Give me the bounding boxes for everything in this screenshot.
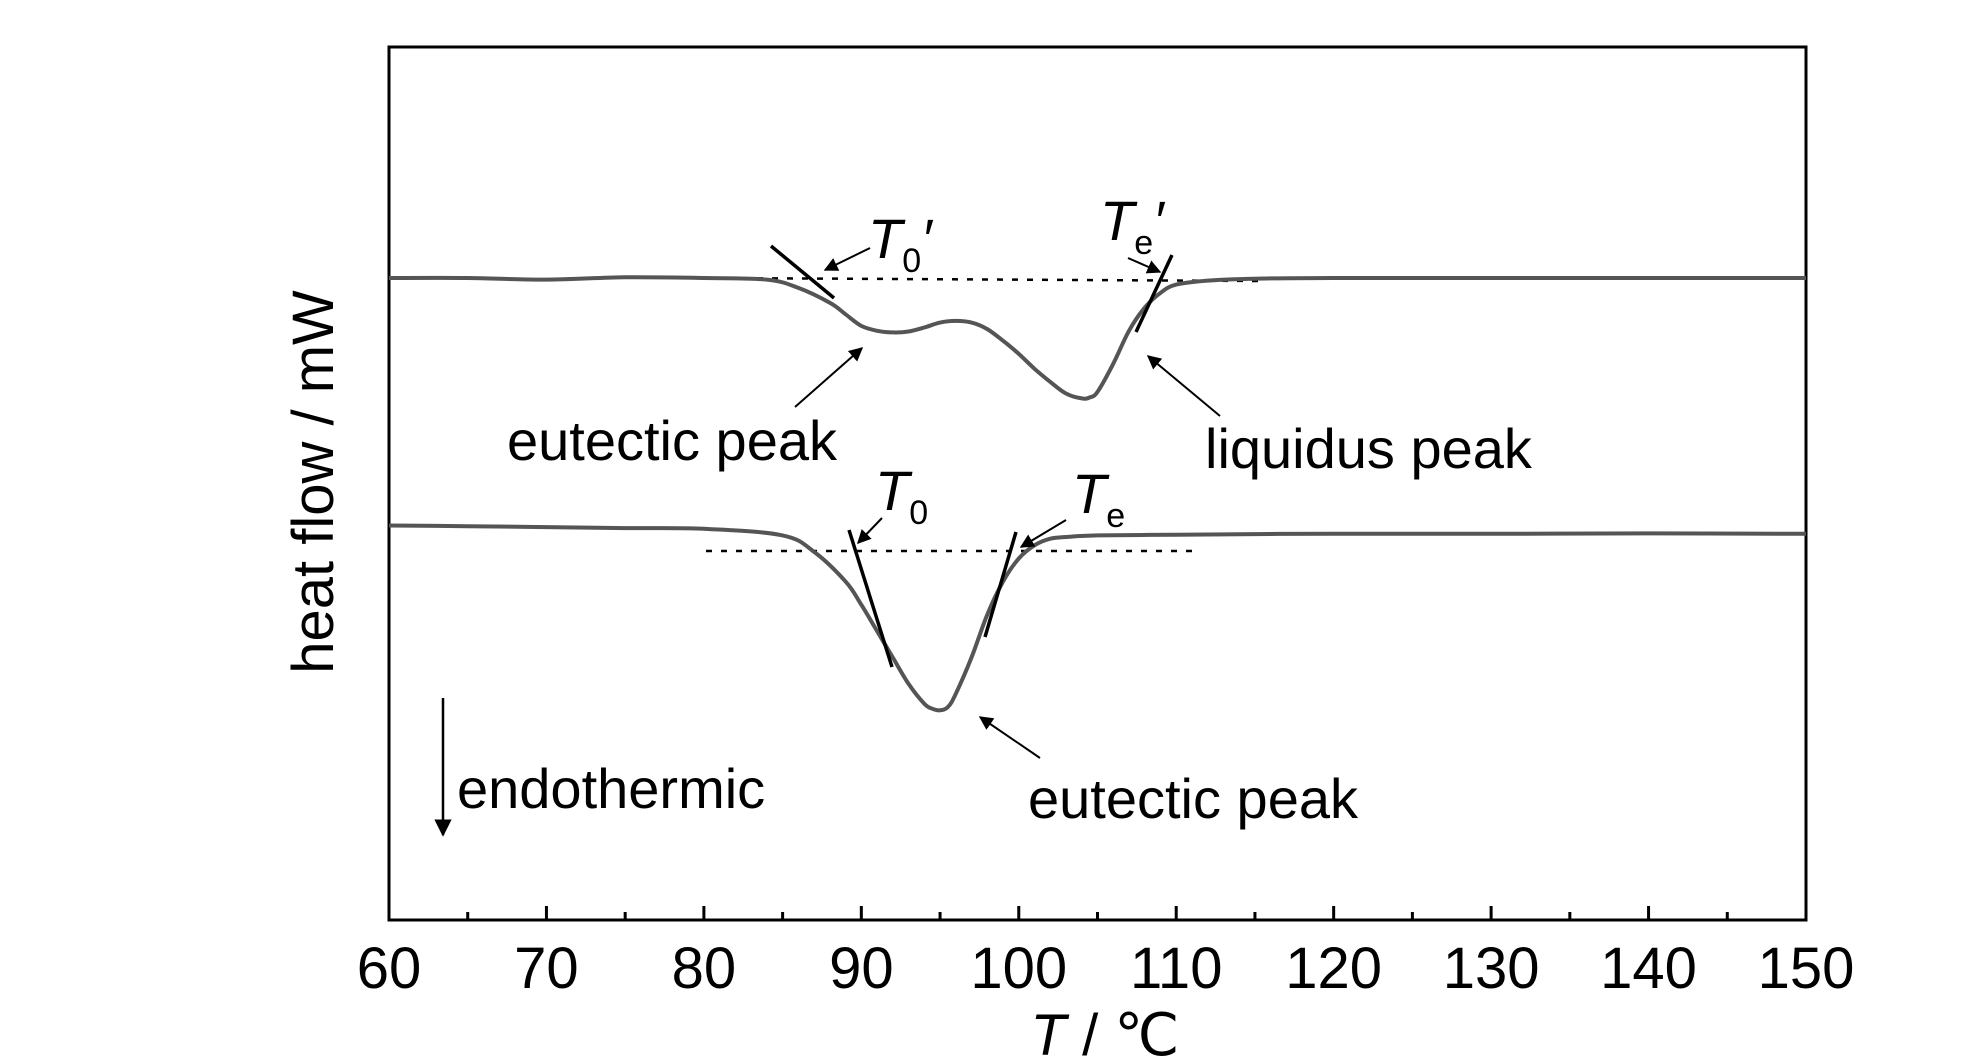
arrow-te-prime	[1127, 257, 1162, 274]
arrow-t0	[857, 517, 883, 545]
arrow-liquidus	[1146, 355, 1221, 417]
label-t0-prime: T0′	[868, 207, 934, 280]
tangent-te	[983, 531, 1018, 638]
arrow-te	[1019, 519, 1067, 548]
x-axis-title: T / ℃	[1031, 1003, 1180, 1063]
label-endothermic: endothermic	[457, 757, 765, 820]
arrow-eutectic-bottom	[978, 716, 1041, 759]
arrow-t0-prime	[823, 247, 871, 271]
dsc-curve-top	[388, 275, 1806, 401]
baseline-top	[711, 276, 1263, 283]
x-tick-label: 150	[1758, 936, 1855, 1001]
label-eutectic-peak-top: eutectic peak	[507, 409, 838, 472]
x-tick-label: 90	[829, 936, 894, 1001]
x-tick-label: 70	[514, 936, 579, 1001]
tangent-te-prime	[1134, 254, 1174, 333]
tangent-t0	[847, 529, 894, 668]
x-tick-label: 140	[1600, 936, 1697, 1001]
x-tick-label: 80	[672, 936, 737, 1001]
label-liquidus-peak: liquidus peak	[1205, 417, 1533, 480]
label-t0: T0	[875, 459, 928, 532]
label-eutectic-peak-bottom: eutectic peak	[1028, 767, 1359, 830]
x-tick-label: 60	[357, 936, 422, 1001]
x-tick-label: 120	[1285, 936, 1382, 1001]
tangent-t0-prime	[769, 244, 836, 300]
x-tick-label: 130	[1443, 936, 1540, 1001]
x-tick-label: 100	[970, 936, 1067, 1001]
x-tick-label: 110	[1130, 936, 1222, 1001]
arrow-eutectic-top	[794, 347, 864, 408]
label-te: Te	[1072, 462, 1125, 535]
dsc-curve-bottom	[388, 523, 1807, 713]
label-te-prime: Te′	[1100, 189, 1166, 262]
x-axis-ticks: 60 70 80 90 100 110 120 130 140 150	[357, 906, 1855, 1001]
y-axis-title: heat flow / mW	[281, 290, 346, 674]
